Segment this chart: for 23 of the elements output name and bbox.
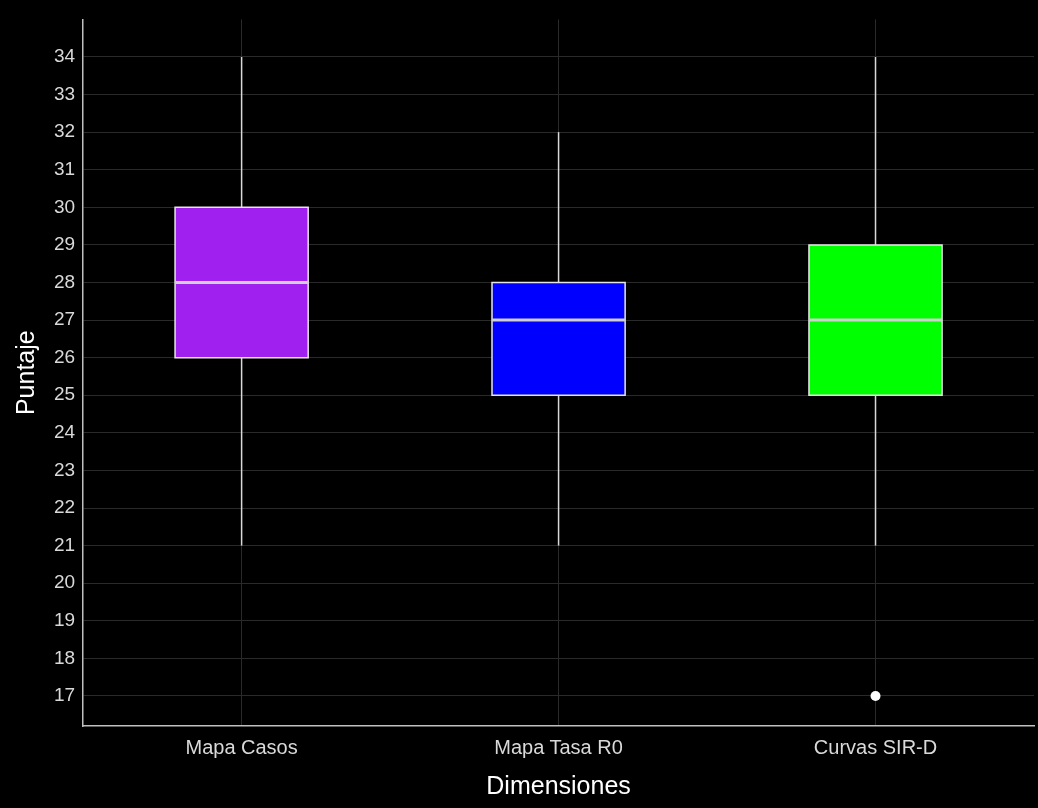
x-tick-label: Mapa Casos (185, 735, 298, 758)
y-tick-label: 32 (53, 120, 76, 142)
y-tick-label: 18 (53, 646, 76, 668)
x-axis-title: Dimensiones (486, 770, 631, 799)
y-tick-label: 29 (53, 233, 76, 255)
y-tick-label: 33 (53, 82, 76, 104)
y-tick-label: 22 (53, 496, 76, 518)
y-tick-label: 24 (53, 421, 76, 443)
y-tick-label: 23 (53, 458, 76, 480)
y-tick-label: 26 (53, 345, 76, 367)
y-tick-label: 31 (53, 157, 76, 179)
x-tick-label: Mapa Tasa R0 (494, 735, 623, 758)
y-tick-label: 30 (53, 195, 76, 217)
y-tick-label: 20 (53, 571, 76, 593)
y-tick-label: 17 (53, 684, 76, 706)
y-tick-label: 27 (53, 308, 76, 330)
y-tick-label: 28 (53, 270, 76, 292)
y-axis-title: Puntaje (10, 330, 39, 416)
x-tick-label: Curvas SIR-D (813, 735, 938, 758)
y-tick-label: 34 (53, 45, 76, 67)
y-tick-label: 19 (53, 609, 76, 630)
y-tick-label: 21 (53, 533, 76, 555)
y-tick-label: 25 (53, 383, 76, 405)
